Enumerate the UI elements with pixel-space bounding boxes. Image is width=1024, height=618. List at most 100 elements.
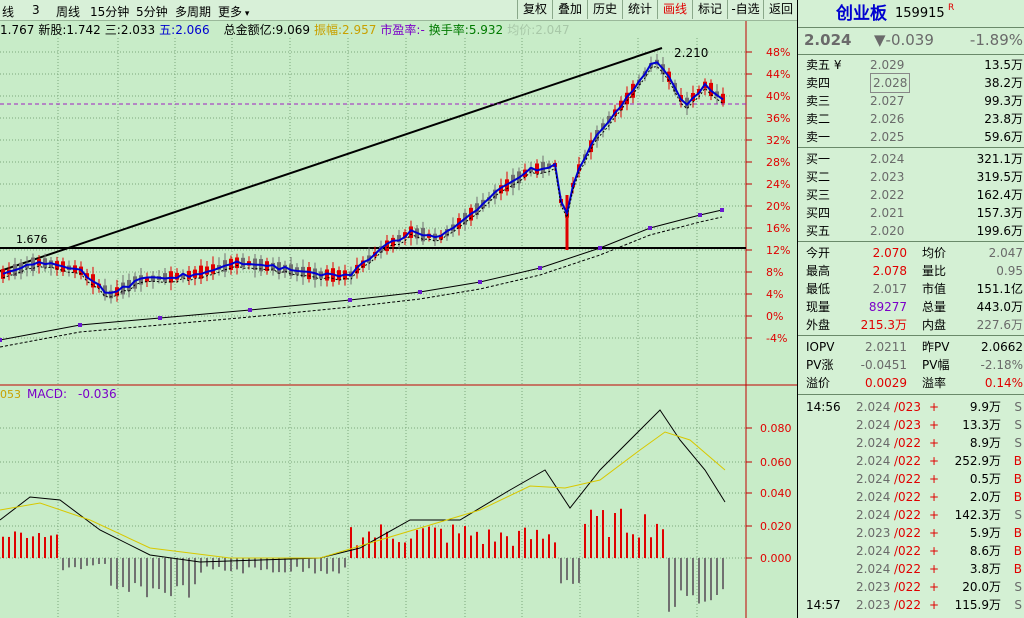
- long-ma-dashed-line: [0, 216, 723, 348]
- macd-axis-label: 0.080: [760, 422, 792, 435]
- ask-row[interactable]: 卖一 2.025 59.6万: [798, 128, 1024, 146]
- price-axis-label: 40%: [766, 90, 790, 103]
- period-tab-15min[interactable]: 15分钟: [90, 5, 130, 19]
- bid-row[interactable]: 买五 2.020 199.6万: [798, 222, 1024, 240]
- ma-marker: [538, 266, 542, 270]
- tick-side: S: [1014, 508, 1022, 522]
- price-axis-label: 36%: [766, 112, 790, 125]
- period-tab-multi[interactable]: 多周期: [175, 5, 212, 19]
- bid-volume: 157.3万: [976, 206, 1023, 220]
- amount-value: 9.069: [275, 23, 310, 37]
- candle-down: [151, 275, 155, 282]
- bid-row[interactable]: 买三 2.022 162.4万: [798, 186, 1024, 204]
- turnover-value: 5.932: [468, 23, 504, 37]
- tick-volume: 2.0万: [969, 490, 1001, 504]
- period-tab-1[interactable]: 线: [2, 5, 15, 19]
- candle-down: [445, 228, 449, 237]
- tick-sign: +: [929, 526, 940, 540]
- ask-volume: 59.6万: [984, 130, 1023, 144]
- tick-sign: +: [929, 436, 940, 450]
- candle-up: [391, 237, 395, 247]
- candle-down: [277, 262, 281, 274]
- tick-price: 2.024: [856, 454, 891, 468]
- tick-side: B: [1013, 454, 1022, 468]
- ask-label: 卖二: [806, 112, 831, 126]
- price-axis-label: 24%: [766, 178, 790, 191]
- stat-label-2: 内盘: [922, 318, 947, 332]
- tick-volume: 3.8万: [969, 562, 1001, 576]
- bid-row[interactable]: 买四 2.021 157.3万: [798, 204, 1024, 222]
- macd-prefix: 053: [0, 388, 21, 401]
- candle-down: [109, 290, 113, 299]
- stat-row: 溢价 0.0029 溢率 0.14%: [798, 374, 1024, 392]
- draw-line-button[interactable]: 画线: [657, 0, 692, 19]
- stat-row: IOPV 2.0211 昨PV 2.0662: [798, 338, 1024, 356]
- candle-down: [139, 275, 143, 285]
- tick-side: S: [1014, 598, 1022, 612]
- ask-row[interactable]: 卖三 2.027 99.3万: [798, 92, 1024, 110]
- candle-down: [547, 163, 551, 169]
- candle-down: [133, 276, 137, 289]
- candle-up: [199, 265, 203, 279]
- stat-value-2: 2.0662: [981, 340, 1023, 354]
- history-button[interactable]: 历史: [587, 0, 622, 19]
- watchlist-button[interactable]: -自选: [727, 0, 763, 19]
- price-axis-label: 32%: [766, 134, 790, 147]
- candle-down: [103, 285, 107, 297]
- candle-down: [529, 167, 533, 173]
- bid-label: 买二: [806, 170, 831, 184]
- tick-sign: +: [929, 562, 940, 576]
- tick-ask: /022: [894, 454, 921, 468]
- stat-value-2: 151.1亿: [976, 282, 1023, 296]
- macd-axis-label: 0.000: [760, 552, 792, 565]
- back-button[interactable]: 返回: [763, 0, 798, 19]
- ask-label: 卖一: [806, 130, 831, 144]
- bid-row[interactable]: 买二 2.023 319.5万: [798, 168, 1024, 186]
- tick-sign: +: [929, 400, 940, 414]
- ma-marker: [248, 308, 252, 312]
- price-axis-label: -4%: [766, 332, 787, 345]
- overlay-button[interactable]: 叠加: [552, 0, 587, 19]
- amplitude-label: 振幅:: [313, 23, 343, 37]
- kline-chart[interactable]: 48% 44% 40% 36% 32% 28% 24% 20% 16% 12% 8% 4% 0% -4% 0…: [0, 0, 797, 618]
- tick-ask: /023: [894, 400, 921, 414]
- ma-new-label: 新股:: [38, 23, 67, 37]
- ask-row[interactable]: 卖四 2.028 38.2万: [798, 73, 1024, 93]
- ask-row[interactable]: 卖二 2.026 23.8万: [798, 110, 1024, 128]
- stat-value-1: 2.070: [872, 246, 907, 260]
- period-tab-5min[interactable]: 5分钟: [136, 5, 168, 19]
- stat-label-1: 最高: [806, 264, 831, 278]
- tick-volume: 115.9万: [954, 598, 1001, 612]
- pe-value: -: [420, 23, 425, 37]
- tick-sign: +: [929, 580, 940, 594]
- ma-marker: [598, 246, 602, 250]
- bid-row[interactable]: 买一 2.024 321.1万: [798, 150, 1024, 168]
- fuquan-button[interactable]: 复权: [517, 0, 552, 19]
- period-tab-more[interactable]: 更多 ▾: [218, 3, 249, 20]
- tick-volume: 252.9万: [954, 454, 1001, 468]
- tick-volume: 20.0万: [962, 580, 1001, 594]
- stat-value-1: 2.078: [872, 264, 907, 278]
- candle-up: [439, 234, 443, 240]
- stat-value-2: -2.18%: [980, 358, 1023, 372]
- stat-value-2: 2.047: [988, 246, 1023, 260]
- tick-side: B: [1013, 490, 1022, 504]
- candle-up: [535, 163, 539, 174]
- stat-label-1: 外盘: [806, 318, 831, 332]
- tick-sign: +: [929, 454, 940, 468]
- price-axis-label: 4%: [766, 288, 783, 301]
- avg-price-label: 均价:: [507, 23, 536, 37]
- tick-volume: 9.9万: [969, 400, 1001, 414]
- period-tab-2[interactable]: 3: [32, 3, 40, 17]
- stats-button[interactable]: 统计: [622, 0, 657, 19]
- period-tab-weekly[interactable]: 周线: [56, 5, 81, 19]
- candle-up: [337, 270, 341, 280]
- ask-row[interactable]: 卖五 ¥ 2.029 13.5万: [798, 56, 1024, 74]
- bid-volume: 199.6万: [976, 224, 1023, 238]
- stat-row: 外盘 215.3万 内盘 227.6万: [798, 316, 1024, 334]
- amplitude-value: 2.957: [342, 23, 377, 37]
- candle-up: [409, 226, 413, 238]
- mark-button[interactable]: 标记: [692, 0, 727, 19]
- tick-row: 2.024/023 +13.3万 S: [798, 416, 1024, 434]
- stat-label-1: 今开: [806, 246, 831, 260]
